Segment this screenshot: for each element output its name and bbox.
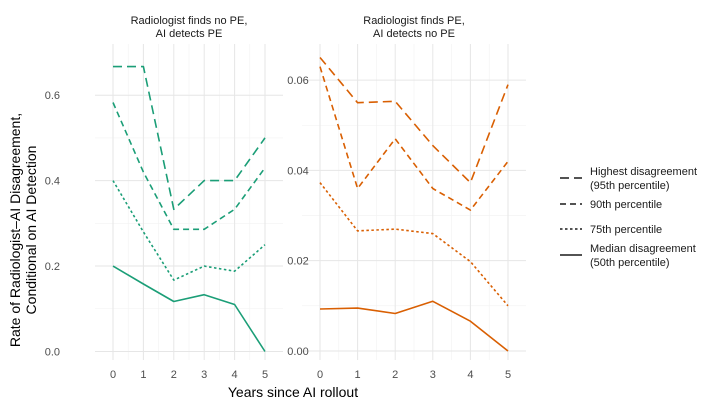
x-tick-label: 2 [392,369,398,381]
series-line-p90 [319,66,509,211]
legend-label: 75th percentile [590,224,662,236]
y-axis-title-line1: Rate of Radiologist–AI Disagreement, [7,113,23,347]
x-tick-label: 4 [467,369,473,381]
y-tick-label: 0.0 [45,346,60,358]
panels: 0.0 0.2 0.4 0.6 0 1 2 3 4 5 Radiologist finds no P… [45,15,526,381]
legend-item-p50: Median disagreement (50th percentile) [560,243,696,269]
y-tick-label: 0.02 [287,256,308,268]
panel-2: 0.00 0.02 0.04 0.06 0 1 2 3 4 5 Radiologist finds … [287,15,526,381]
y-axis-title: Rate of Radiologist–AI Disagreement, Con… [7,113,39,347]
panel-title-line1: Radiologist finds no PE, [131,15,248,27]
panel-1: 0.0 0.2 0.4 0.6 0 1 2 3 4 5 Radiologist finds no P… [45,15,283,381]
series-line-p50 [112,265,266,352]
legend-label-sub: (50th percentile) [590,257,670,269]
legend-item-p95: Highest disagreement (95th percentile) [560,166,697,192]
x-axis-title: Years since AI rollout [228,384,358,400]
x-tick-label: 1 [140,369,146,381]
legend-label: 90th percentile [590,199,662,211]
legend: Highest disagreement (95th percentile) 90t… [560,166,697,269]
x-tick-label: 3 [201,369,207,381]
series-line-p90 [112,102,266,231]
x-tick-label: 5 [262,369,268,381]
legend-item-p90: 90th percentile [560,199,662,211]
y-tick-label: 0.04 [287,165,308,177]
legend-label: Median disagreement [590,243,696,255]
x-tick-label: 0 [110,369,116,381]
x-tick-label: 0 [317,369,323,381]
x-tick-label: 5 [505,369,511,381]
x-tick-label: 4 [232,369,238,381]
panel-title-line1: Radiologist finds PE, [363,15,465,27]
y-tick-label: 0.6 [45,90,60,102]
legend-label-sub: (95th percentile) [590,180,670,192]
y-tick-label: 0.00 [287,346,308,358]
series-line-p50 [319,300,509,352]
x-tick-label: 2 [171,369,177,381]
series-line-p95 [113,65,266,211]
legend-label: Highest disagreement [590,166,697,178]
panel-title-line2: AI detects PE [156,28,223,40]
x-tick-label: 1 [355,369,361,381]
panel-title-line2: AI detects no PE [373,28,455,40]
y-axis-title-line2: Conditional on AI Detection [23,146,39,315]
y-tick-label: 0.4 [45,176,60,188]
y-tick-label: 0.2 [45,261,60,273]
series-line-p75 [319,182,509,307]
x-tick-label: 3 [430,369,436,381]
y-tick-label: 0.06 [287,75,308,87]
series-line-p95 [319,56,509,184]
legend-item-p75: 75th percentile [560,224,662,236]
